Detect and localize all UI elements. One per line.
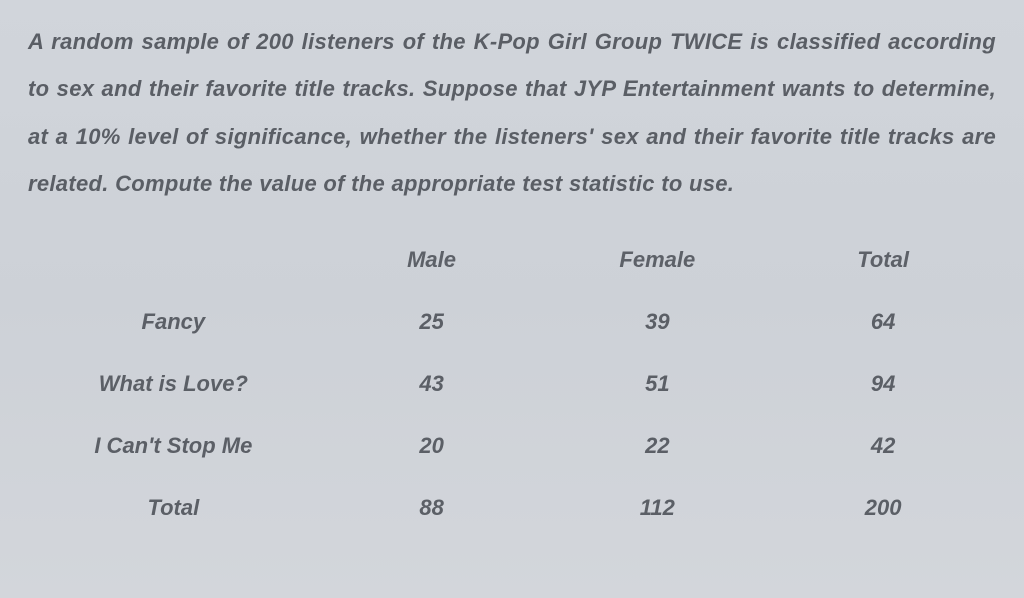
- cell-fancy-female: 39: [544, 291, 770, 353]
- cell-icsm-male: 20: [319, 415, 545, 477]
- question-prompt: A random sample of 200 listeners of the …: [28, 18, 996, 207]
- table-row-total: Total 88 112 200: [28, 477, 996, 539]
- row-label-fancy: Fancy: [28, 291, 319, 353]
- row-label-total: Total: [28, 477, 319, 539]
- row-label-icantstopme: I Can't Stop Me: [28, 415, 319, 477]
- table-row: Fancy 25 39 64: [28, 291, 996, 353]
- header-total: Total: [770, 229, 996, 291]
- cell-total-total: 200: [770, 477, 996, 539]
- cell-fancy-male: 25: [319, 291, 545, 353]
- header-female: Female: [544, 229, 770, 291]
- cell-wil-male: 43: [319, 353, 545, 415]
- header-blank: [28, 229, 319, 291]
- table-row: What is Love? 43 51 94: [28, 353, 996, 415]
- cell-wil-total: 94: [770, 353, 996, 415]
- cell-total-male: 88: [319, 477, 545, 539]
- cell-fancy-total: 64: [770, 291, 996, 353]
- row-label-whatislove: What is Love?: [28, 353, 319, 415]
- table-row: I Can't Stop Me 20 22 42: [28, 415, 996, 477]
- cell-icsm-total: 42: [770, 415, 996, 477]
- cell-total-female: 112: [544, 477, 770, 539]
- cell-icsm-female: 22: [544, 415, 770, 477]
- contingency-table: Male Female Total Fancy 25 39 64 What is…: [28, 229, 996, 539]
- header-male: Male: [319, 229, 545, 291]
- cell-wil-female: 51: [544, 353, 770, 415]
- table-header-row: Male Female Total: [28, 229, 996, 291]
